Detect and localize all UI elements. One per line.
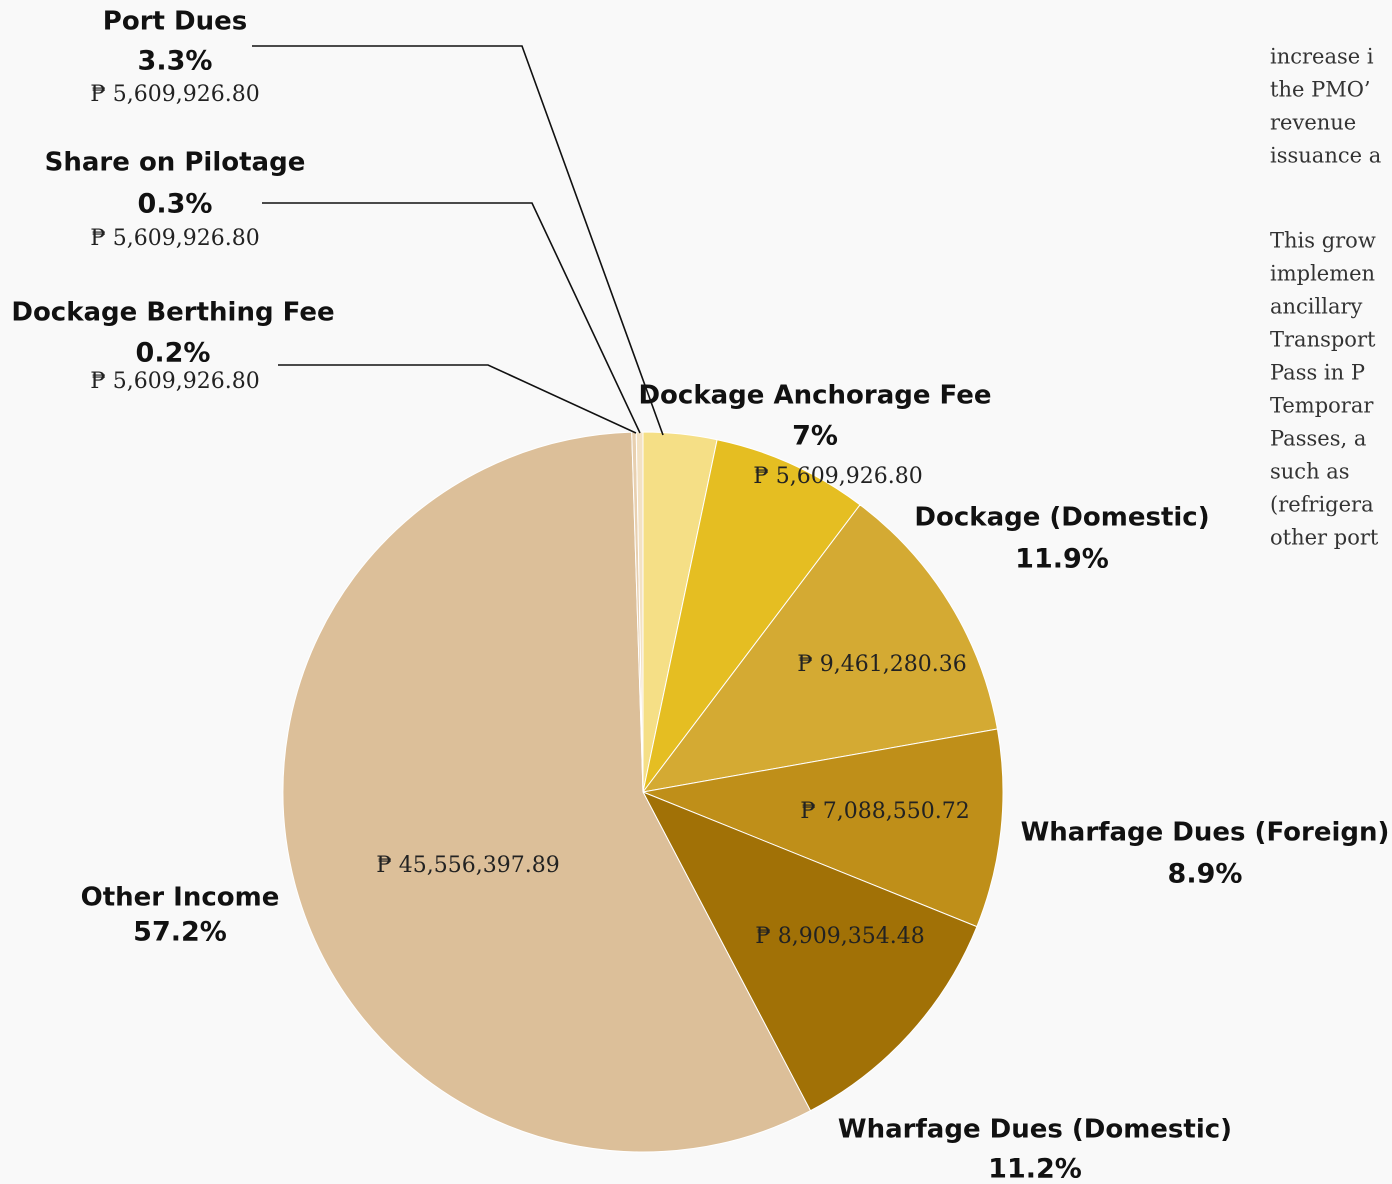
amount-label: ₱ 9,461,280.36	[797, 652, 966, 677]
side-text-line: such as	[1270, 460, 1350, 484]
percent-label: 0.3%	[138, 189, 213, 220]
percent-label: 57.2%	[133, 917, 227, 948]
side-text-line: revenue	[1270, 111, 1356, 135]
pie-slice	[641, 791, 978, 1112]
pie-slice	[641, 728, 1004, 928]
amount-label: ₱ 5,609,926.80	[90, 226, 259, 251]
category-label: Port Dues	[103, 7, 247, 37]
amount-label: ₱ 5,609,926.80	[90, 369, 259, 394]
category-label: Wharfage Dues (Foreign)	[1021, 818, 1390, 848]
pie-slice	[282, 431, 812, 1153]
percent-label: 8.9%	[1168, 859, 1243, 890]
pie-slice	[641, 504, 999, 793]
leader-line	[278, 364, 637, 434]
side-text-line: Pass in P	[1270, 361, 1365, 385]
percent-label: 11.9%	[1015, 544, 1109, 575]
leader-line	[262, 202, 641, 434]
percent-label: 11.2%	[988, 1154, 1082, 1184]
side-text-line: ancillary	[1270, 295, 1363, 319]
side-text-line: increase i	[1270, 45, 1374, 69]
amount-label: ₱ 5,609,926.80	[753, 464, 922, 489]
category-label: Dockage Anchorage Fee	[638, 381, 991, 411]
category-label: Dockage (Domestic)	[914, 503, 1209, 533]
category-label: Other Income	[81, 883, 280, 913]
side-text-line: Passes, a	[1270, 427, 1366, 451]
side-text-line: This grow	[1270, 229, 1376, 253]
side-text-line: Transport	[1270, 328, 1376, 352]
category-label: Share on Pilotage	[45, 148, 306, 178]
side-text-line: other port	[1270, 526, 1379, 550]
side-text-line: issuance a	[1270, 144, 1381, 168]
amount-label: ₱ 8,909,354.48	[755, 924, 924, 949]
leader-line	[252, 45, 664, 436]
percent-label: 7%	[792, 421, 838, 452]
category-label: Wharfage Dues (Domestic)	[838, 1115, 1232, 1145]
amount-label: ₱ 7,088,550.72	[800, 799, 969, 824]
amount-label: ₱ 45,556,397.89	[376, 853, 559, 878]
percent-label: 3.3%	[138, 46, 213, 77]
category-label: Dockage Berthing Fee	[11, 298, 334, 328]
side-text-line: (refrigera	[1270, 493, 1374, 517]
side-text-line: the PMO’	[1270, 78, 1371, 102]
amount-label: ₱ 5,609,926.80	[90, 82, 259, 107]
side-text-line: Temporar	[1270, 394, 1374, 418]
side-text-line: implemen	[1270, 262, 1375, 286]
pie-slice	[642, 439, 861, 793]
percent-label: 0.2%	[136, 338, 211, 369]
